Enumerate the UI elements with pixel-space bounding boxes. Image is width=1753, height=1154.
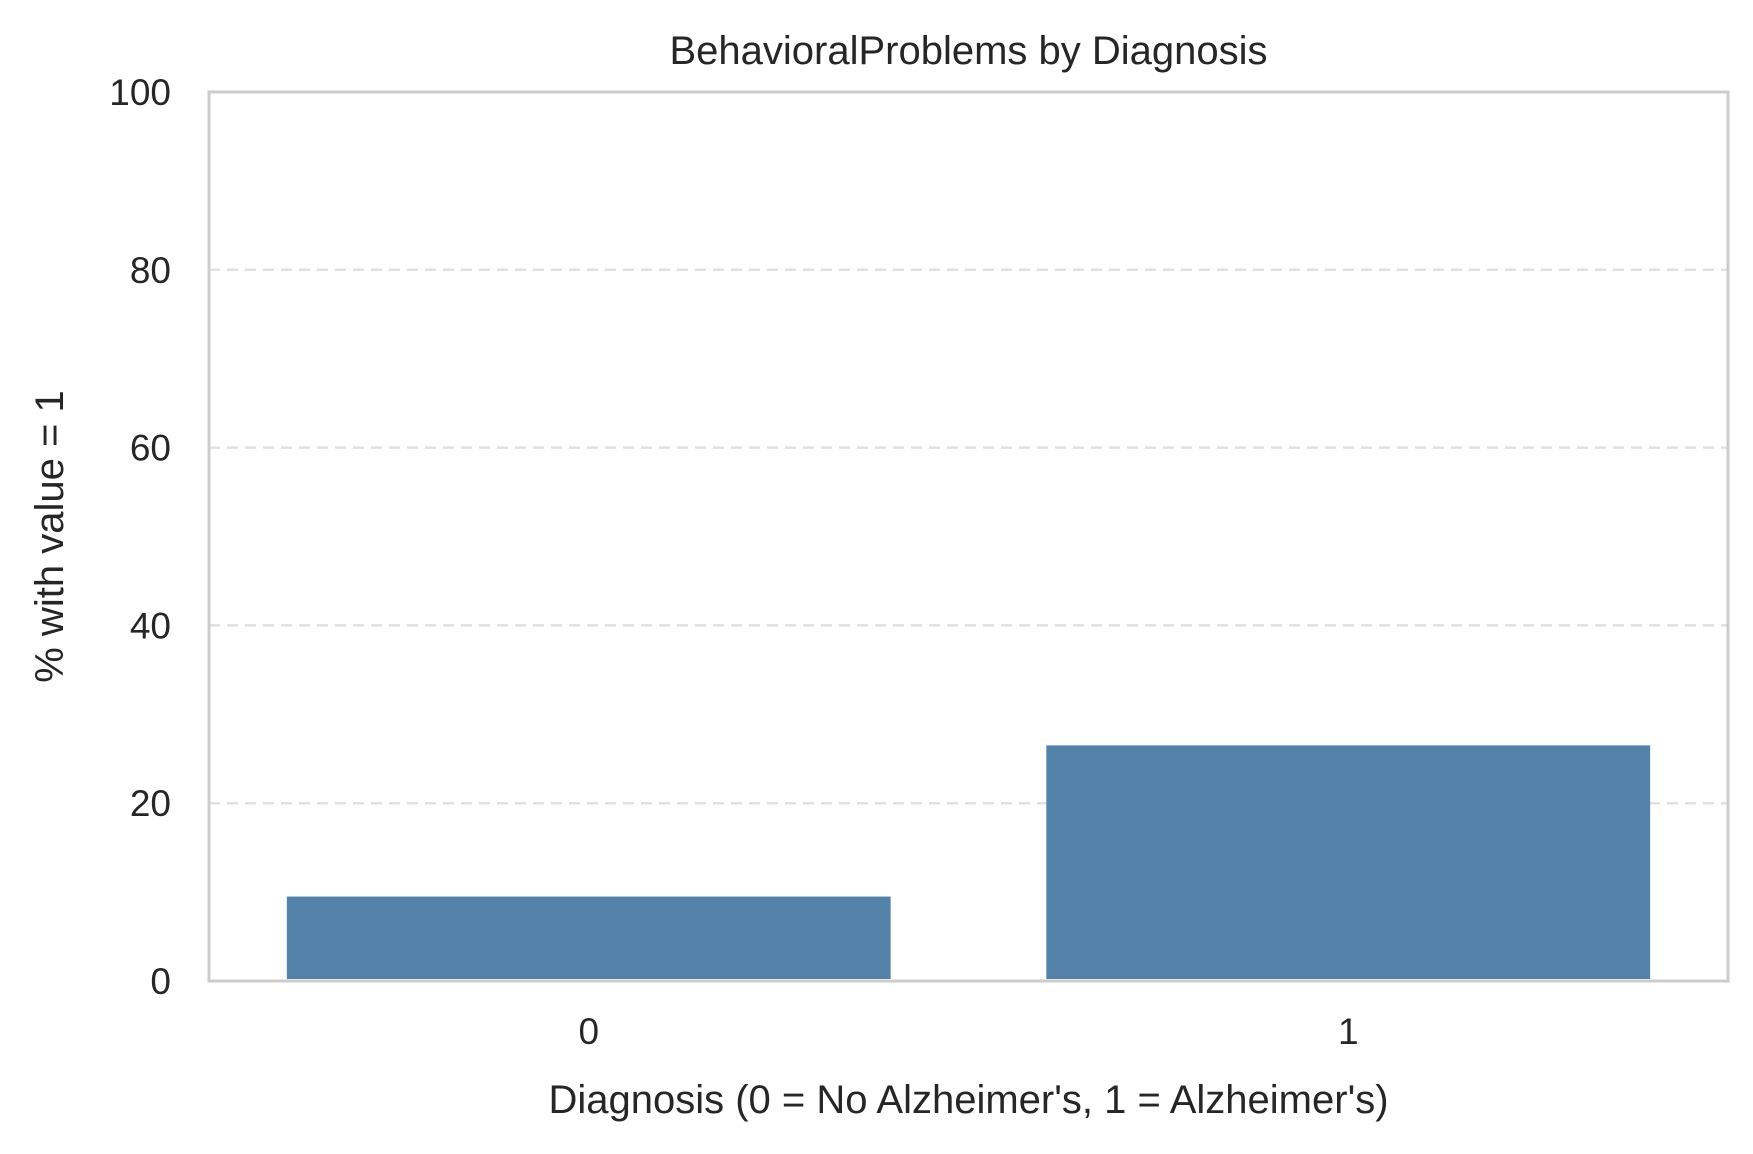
grid-lines	[209, 268, 1728, 805]
y-axis-ticks: 0 20 40 60 80 100	[109, 72, 171, 1002]
y-tick-label: 60	[130, 428, 171, 469]
y-axis-label: % with value = 1	[28, 390, 72, 682]
x-axis-label: Diagnosis (0 = No Alzheimer's, 1 = Alzhe…	[548, 1078, 1388, 1122]
y-tick-label: 100	[109, 72, 171, 113]
y-tick-label: 0	[150, 961, 171, 1002]
plot-frame	[207, 90, 1730, 983]
bars	[286, 745, 1651, 979]
x-tick-label: 1	[1338, 1011, 1359, 1052]
y-tick-label: 20	[130, 783, 171, 824]
y-tick-label: 40	[130, 605, 171, 646]
bar-1	[1046, 745, 1651, 979]
x-tick-label: 0	[578, 1011, 599, 1052]
y-tick-label: 80	[130, 250, 171, 291]
bar-0	[286, 896, 891, 979]
chart-title: BehavioralProblems by Diagnosis	[669, 29, 1267, 73]
